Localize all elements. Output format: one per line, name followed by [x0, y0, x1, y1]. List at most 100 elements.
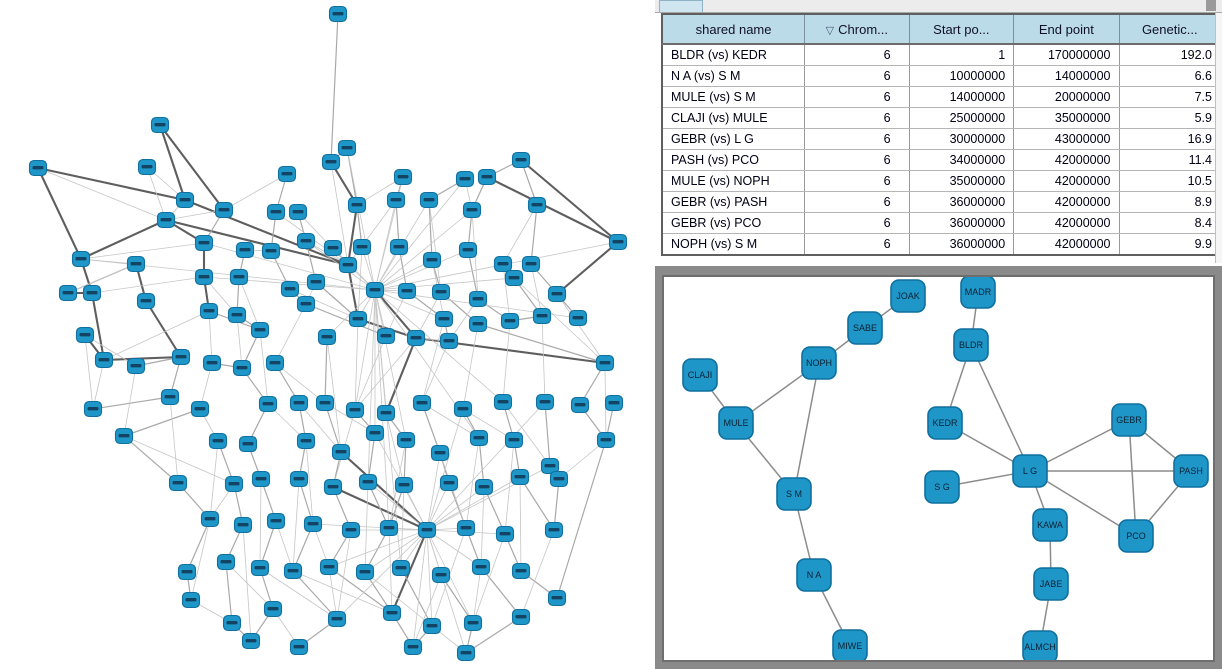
graph-node-shape[interactable] [776, 477, 812, 511]
graph-node[interactable] [493, 255, 513, 273]
graph-node[interactable] [347, 196, 367, 214]
graph-node[interactable] [83, 400, 103, 418]
graph-node[interactable] [511, 562, 531, 580]
table-row[interactable]: GEBR (vs) L G 6 30000000 43000000 16.9 [662, 128, 1221, 150]
graph-node-mule[interactable]: MULE [718, 406, 754, 440]
graph-node[interactable] [160, 388, 180, 406]
graph-node[interactable] [338, 256, 358, 274]
graph-node-shape[interactable] [1033, 567, 1069, 601]
graph-node[interactable] [568, 309, 588, 327]
graph-node[interactable] [403, 638, 423, 656]
graph-node[interactable] [431, 566, 451, 584]
graph-node[interactable] [379, 519, 399, 537]
graph-node[interactable] [251, 470, 271, 488]
table-row[interactable]: GEBR (vs) PASH 6 36000000 42000000 8.9 [662, 191, 1221, 213]
network-detail-canvas[interactable]: JOAK MADR SABE BLDR NOPH CLAJI GEBR KEDR MULE L G… [664, 277, 1213, 660]
graph-node[interactable] [358, 473, 378, 491]
graph-node-pco[interactable]: PCO [1118, 519, 1154, 553]
graph-node[interactable] [222, 614, 242, 632]
graph-node[interactable] [376, 327, 396, 345]
graph-node[interactable] [406, 329, 426, 347]
graph-node[interactable] [386, 191, 406, 209]
network-overview-canvas[interactable] [0, 0, 655, 669]
graph-node[interactable] [365, 424, 385, 442]
graph-node[interactable] [604, 394, 624, 412]
graph-node[interactable] [321, 153, 341, 171]
graph-node-sabe[interactable]: SABE [847, 311, 883, 345]
graph-node[interactable] [319, 558, 339, 576]
graph-node-shape[interactable] [924, 470, 960, 504]
graph-node[interactable] [266, 512, 286, 530]
graph-node[interactable] [227, 306, 247, 324]
column-header-genetic[interactable]: Genetic... [1118, 14, 1221, 45]
graph-node[interactable] [194, 268, 214, 286]
graph-node[interactable] [456, 519, 476, 537]
graph-node[interactable] [261, 242, 281, 260]
graph-node[interactable] [296, 295, 316, 313]
network-detail-panel[interactable]: JOAK MADR SABE BLDR NOPH CLAJI GEBR KEDR MULE L G… [662, 275, 1215, 662]
graph-node[interactable] [190, 400, 210, 418]
graph-node-jabe[interactable]: JABE [1033, 567, 1069, 601]
graph-node[interactable] [511, 151, 531, 169]
graph-node[interactable] [468, 315, 488, 333]
filter-funnel-icon[interactable]: ▽ [825, 24, 835, 37]
graph-node[interactable] [521, 255, 541, 273]
graph-node[interactable] [194, 234, 214, 252]
graph-node[interactable] [376, 404, 396, 422]
graph-node[interactable] [233, 516, 253, 534]
graph-node[interactable] [82, 284, 102, 302]
graph-node[interactable] [412, 394, 432, 412]
graph-node-shape[interactable] [1022, 630, 1058, 660]
graph-node[interactable] [289, 638, 309, 656]
graph-node[interactable] [500, 312, 520, 330]
graph-node-shape[interactable] [890, 279, 926, 313]
graph-node[interactable] [570, 396, 590, 414]
graph-node[interactable] [283, 562, 303, 580]
graph-node[interactable] [608, 233, 628, 251]
graph-node-pash[interactable]: PASH [1173, 454, 1209, 488]
graph-node[interactable] [596, 431, 616, 449]
table-row[interactable]: NOPH (vs) S M 6 36000000 42000000 9.9 [662, 233, 1221, 256]
graph-node[interactable] [181, 591, 201, 609]
graph-node[interactable] [504, 269, 524, 287]
graph-node[interactable] [289, 470, 309, 488]
graph-node[interactable] [150, 116, 170, 134]
column-header-sharedname[interactable]: shared name [662, 14, 805, 45]
graph-node-kawa[interactable]: KAWA [1032, 508, 1068, 542]
graph-node[interactable] [232, 359, 252, 377]
graph-node[interactable] [549, 470, 569, 488]
graph-node-claji[interactable]: CLAJI [682, 358, 718, 392]
graph-node[interactable] [94, 351, 114, 369]
graph-node[interactable] [547, 589, 567, 607]
graph-node[interactable] [114, 427, 134, 445]
graph-node[interactable] [337, 139, 357, 157]
graph-node[interactable] [241, 632, 261, 650]
graph-node[interactable] [430, 444, 450, 462]
graph-node[interactable] [216, 553, 236, 571]
graph-node[interactable] [250, 321, 270, 339]
graph-node[interactable] [126, 357, 146, 375]
graph-node[interactable] [493, 393, 513, 411]
graph-node[interactable] [477, 168, 497, 186]
column-header-endpoint[interactable]: End point [1013, 14, 1120, 45]
graph-node[interactable] [177, 563, 197, 581]
graph-node[interactable] [434, 310, 454, 328]
graph-node[interactable] [250, 559, 270, 577]
graph-node[interactable] [258, 395, 278, 413]
graph-node[interactable] [71, 250, 91, 268]
graph-node[interactable] [439, 332, 459, 350]
graph-node[interactable] [238, 435, 258, 453]
graph-node[interactable] [397, 282, 417, 300]
network-overview-panel[interactable] [0, 0, 655, 669]
graph-node[interactable] [214, 201, 234, 219]
graph-node[interactable] [352, 238, 372, 256]
graph-node[interactable] [532, 307, 552, 325]
graph-node-shape[interactable] [1118, 519, 1154, 553]
graph-node[interactable] [458, 241, 478, 259]
graph-node-l-g[interactable]: L G [1012, 454, 1048, 488]
graph-node-noph[interactable]: NOPH [801, 346, 837, 380]
graph-node-s-g[interactable]: S G [924, 470, 960, 504]
graph-node[interactable] [208, 432, 228, 450]
graph-node[interactable] [474, 478, 494, 496]
graph-node[interactable] [323, 478, 343, 496]
